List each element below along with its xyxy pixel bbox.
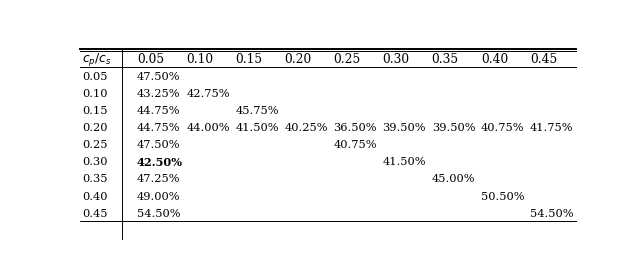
Text: 40.25%: 40.25% [284,123,328,133]
Text: 44.00%: 44.00% [186,123,230,133]
Text: 0.20: 0.20 [284,53,312,66]
Text: 40.75%: 40.75% [481,123,524,133]
Text: 43.25%: 43.25% [137,89,180,99]
Text: 0.25: 0.25 [82,140,108,150]
Text: 0.15: 0.15 [82,106,108,116]
Text: 0.05: 0.05 [137,53,164,66]
Text: 45.00%: 45.00% [431,175,475,185]
Text: 0.40: 0.40 [481,53,508,66]
Text: 44.75%: 44.75% [137,123,180,133]
Text: 41.50%: 41.50% [236,123,279,133]
Text: 0.40: 0.40 [82,192,108,202]
Text: 0.30: 0.30 [383,53,410,66]
Text: 0.15: 0.15 [236,53,262,66]
Text: 45.75%: 45.75% [236,106,279,116]
Text: 50.50%: 50.50% [481,192,524,202]
Text: 41.75%: 41.75% [530,123,573,133]
Text: 0.10: 0.10 [82,89,108,99]
Text: 42.50%: 42.50% [137,157,183,168]
Text: 0.05: 0.05 [82,72,108,82]
Text: 40.75%: 40.75% [333,140,377,150]
Text: 0.45: 0.45 [82,209,108,219]
Text: 0.35: 0.35 [431,53,459,66]
Text: 44.75%: 44.75% [137,106,180,116]
Text: 49.00%: 49.00% [137,192,180,202]
Text: 47.50%: 47.50% [137,140,180,150]
Text: 39.50%: 39.50% [431,123,475,133]
Text: $c_p/c_s$: $c_p/c_s$ [83,51,112,68]
Text: 0.10: 0.10 [186,53,213,66]
Text: 47.50%: 47.50% [137,72,180,82]
Text: 36.50%: 36.50% [333,123,377,133]
Text: 54.50%: 54.50% [137,209,180,219]
Text: 0.30: 0.30 [82,157,108,167]
Text: 41.50%: 41.50% [383,157,426,167]
Text: 39.50%: 39.50% [383,123,426,133]
Text: 0.35: 0.35 [82,175,108,185]
Text: 0.20: 0.20 [82,123,108,133]
Text: 54.50%: 54.50% [530,209,573,219]
Text: 0.45: 0.45 [530,53,557,66]
Text: 42.75%: 42.75% [186,89,230,99]
Text: 47.25%: 47.25% [137,175,180,185]
Text: 0.25: 0.25 [333,53,361,66]
